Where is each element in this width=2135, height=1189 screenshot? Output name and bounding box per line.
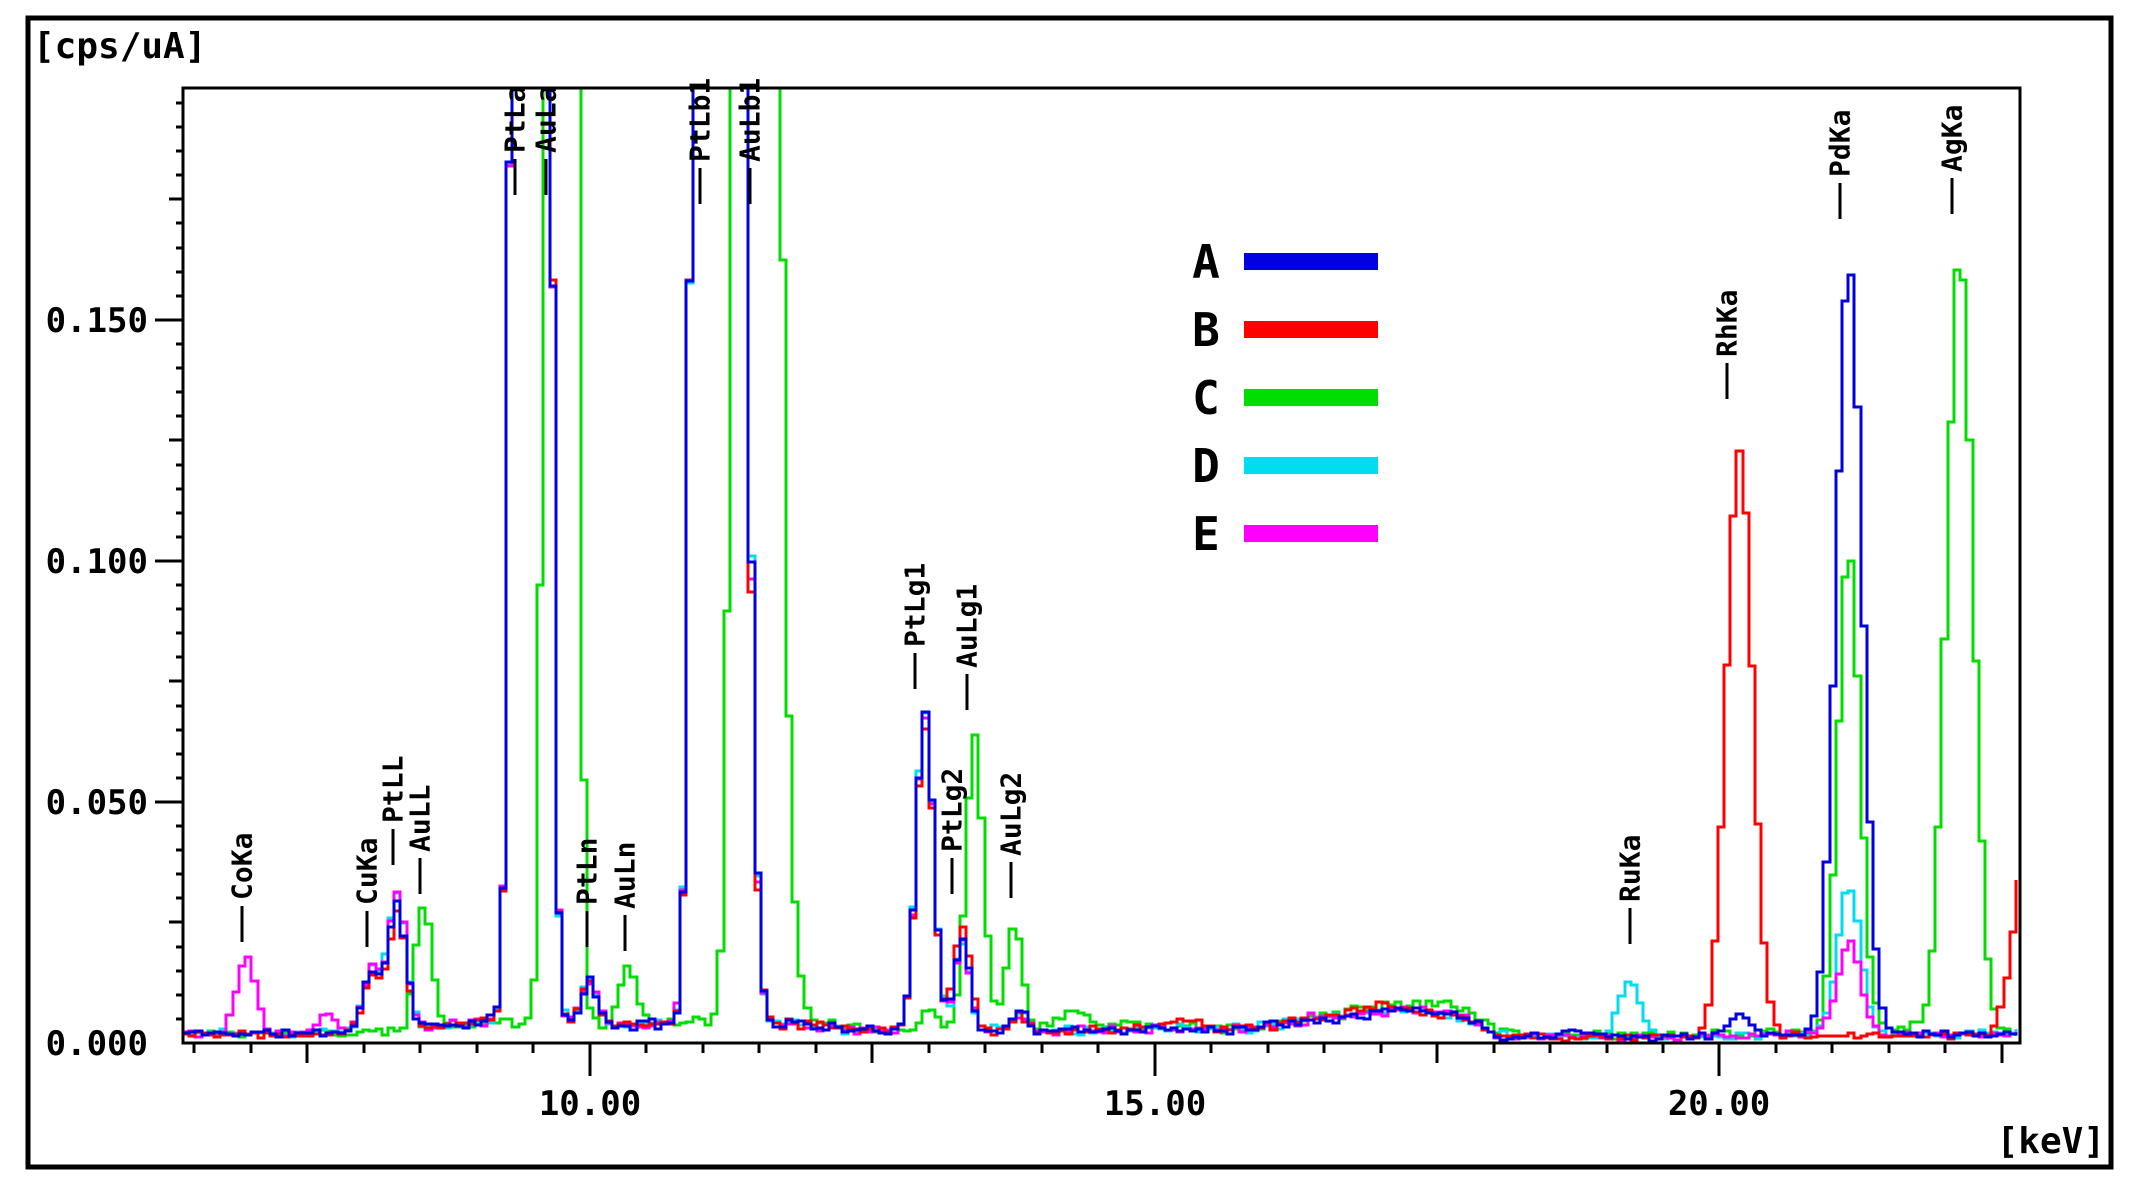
legend-label-C: C <box>1192 371 1220 425</box>
legend-item-C: C <box>1192 371 1378 425</box>
peak-label-text: AuLg2 <box>995 772 1028 856</box>
peak-label-text: AuLL <box>404 785 437 852</box>
peak-label-text: PtLb1 <box>684 78 717 162</box>
peak-label-text: PtLg1 <box>899 563 932 647</box>
legend-item-D: D <box>1192 439 1378 493</box>
y-tick-label: 0.150 <box>46 301 148 341</box>
peak-label-text: PtLg2 <box>936 768 969 852</box>
peak-label-PtLn: PtLn <box>571 838 604 947</box>
peak-label-text: AuLb1 <box>734 78 767 162</box>
legend-swatch-A <box>1244 253 1378 270</box>
series-E-curve <box>184 89 2018 1042</box>
legend-label-E: E <box>1192 507 1220 561</box>
axes: 10.00 15.00 20.00 0.000 0.050 0.100 0.150 <box>46 86 2022 1124</box>
legend-swatch-E <box>1244 525 1378 542</box>
series-curves <box>184 89 2018 1043</box>
x-tick-label: 20.00 <box>1668 1084 1770 1124</box>
peak-label-text: AuLg1 <box>951 584 984 668</box>
legend-swatch-C <box>1244 389 1378 406</box>
peak-label-text: PtLa <box>499 86 532 153</box>
legend-label-A: A <box>1192 235 1220 289</box>
legend-label-D: D <box>1192 439 1220 493</box>
peak-label-text: PdKa <box>1824 110 1857 177</box>
peak-label-text: RhKa <box>1711 290 1744 357</box>
peak-label-text: PtLL <box>377 756 410 823</box>
legend-swatch-D <box>1244 457 1378 474</box>
y-tick-label: 0.100 <box>46 542 148 582</box>
peak-label-CoKa: CoKa <box>226 833 259 942</box>
series-B-curve <box>184 89 2018 1043</box>
peak-label-PtLa: PtLa <box>499 86 532 195</box>
plot-border <box>181 86 2022 1045</box>
peak-label-PtLg2: PtLg2 <box>936 768 969 894</box>
series-C-curve <box>184 89 2018 1041</box>
peak-label-PtLg1: PtLg1 <box>899 563 932 689</box>
y-axis-unit-label: [cps/uA] <box>33 26 206 67</box>
legend-item-B: B <box>1192 303 1378 357</box>
peak-label-RuKa: RuKa <box>1614 835 1647 944</box>
x-axis-unit-label: [keV] <box>1997 1121 2105 1162</box>
y-tick-label: 0.000 <box>46 1024 148 1064</box>
peak-label-PtLL: PtLL <box>377 756 410 865</box>
legend-item-A: A <box>1192 235 1378 289</box>
peak-label-PdKa: PdKa <box>1824 110 1857 219</box>
legend-item-E: E <box>1192 507 1378 561</box>
peak-label-text: AuLa <box>530 86 563 153</box>
peak-label-text: AuLn <box>609 842 642 909</box>
peak-label-AuLL: AuLL <box>404 785 437 894</box>
series-A-curve <box>184 89 2018 1043</box>
peak-label-AuLb1: AuLb1 <box>734 78 767 204</box>
peak-label-RhKa: RhKa <box>1711 290 1744 399</box>
peak-label-AuLn: AuLn <box>609 842 642 951</box>
peak-label-PtLb1: PtLb1 <box>684 78 717 204</box>
y-tick-label: 0.050 <box>46 783 148 823</box>
peak-label-AuLa: AuLa <box>530 86 563 195</box>
peak-label-text: CoKa <box>226 833 259 900</box>
peak-label-CuKa: CuKa <box>351 838 384 947</box>
x-tick-label: 10.00 <box>539 1084 641 1124</box>
x-tick-label: 15.00 <box>1104 1084 1206 1124</box>
peak-label-text: RuKa <box>1614 835 1647 902</box>
legend-label-B: B <box>1192 303 1220 357</box>
figure-border <box>25 15 2114 1170</box>
peak-label-AuLg1: AuLg1 <box>951 584 984 710</box>
series-D-curve <box>184 89 2018 1041</box>
legend-swatch-B <box>1244 321 1378 338</box>
peak-label-text: PtLn <box>571 838 604 905</box>
tick-marks <box>155 101 2004 1076</box>
peak-label-text: AgKa <box>1936 105 1969 172</box>
peak-label-AgKa: AgKa <box>1936 105 1969 214</box>
peak-label-text: CuKa <box>351 838 384 905</box>
peak-label-AuLg2: AuLg2 <box>995 772 1028 898</box>
